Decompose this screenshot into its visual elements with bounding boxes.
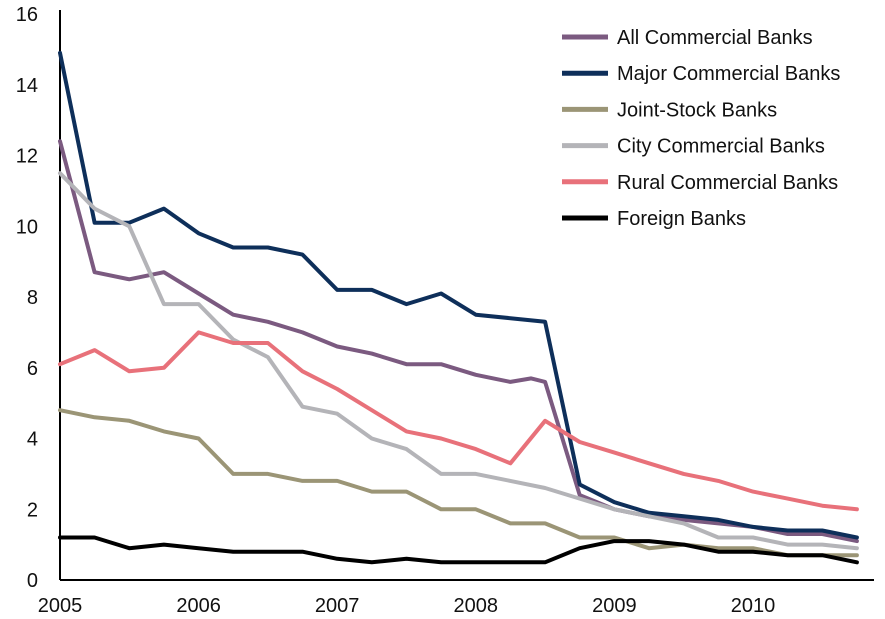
x-tick-label: 2008 [454, 595, 499, 617]
legend-label-city-commercial-banks: City Commercial Banks [617, 136, 825, 158]
x-tick-label: 2010 [731, 595, 776, 617]
series-line-joint-stock-banks [58, 408, 859, 558]
x-tick-label: 2005 [38, 595, 83, 617]
y-tick-label: 14 [16, 75, 38, 97]
legend-label-foreign-banks: Foreign Banks [617, 208, 746, 230]
y-tick-label: 2 [27, 499, 38, 521]
series-line-city-commercial-banks [58, 171, 859, 551]
series-line-foreign-banks [58, 535, 859, 565]
x-tick-label: 2009 [592, 595, 637, 617]
x-tick-label: 2006 [176, 595, 221, 617]
y-tick-label: 10 [16, 216, 38, 238]
y-tick-label: 0 [27, 570, 38, 592]
axes [59, 10, 874, 581]
legend-label-rural-commercial-banks: Rural Commercial Banks [617, 172, 838, 194]
legend-label-all-commercial-banks: All Commercial Banks [617, 27, 813, 49]
series-line-major-commercial-banks [58, 50, 859, 540]
series-lines [58, 50, 859, 565]
legend-label-major-commercial-banks: Major Commercial Banks [617, 63, 840, 85]
x-tick-label: 2007 [315, 595, 360, 617]
y-tick-label: 6 [27, 358, 38, 380]
y-tick-label: 4 [27, 429, 38, 451]
y-tick-label: 16 [16, 4, 38, 26]
legend: All Commercial Banks Major Commercial Ban… [562, 27, 840, 230]
legend-label-joint-stock-banks: Joint-Stock Banks [617, 99, 777, 121]
series-line-all-commercial-banks [58, 139, 859, 544]
y-tick-label: 8 [27, 287, 38, 309]
x-axis-ticks: 2005 2006 2007 2008 2009 2010 [38, 595, 775, 617]
y-axis-ticks: 0 2 4 6 8 10 12 14 16 [16, 4, 38, 592]
series-line-rural-commercial-banks [58, 330, 859, 512]
y-tick-label: 12 [16, 146, 38, 168]
